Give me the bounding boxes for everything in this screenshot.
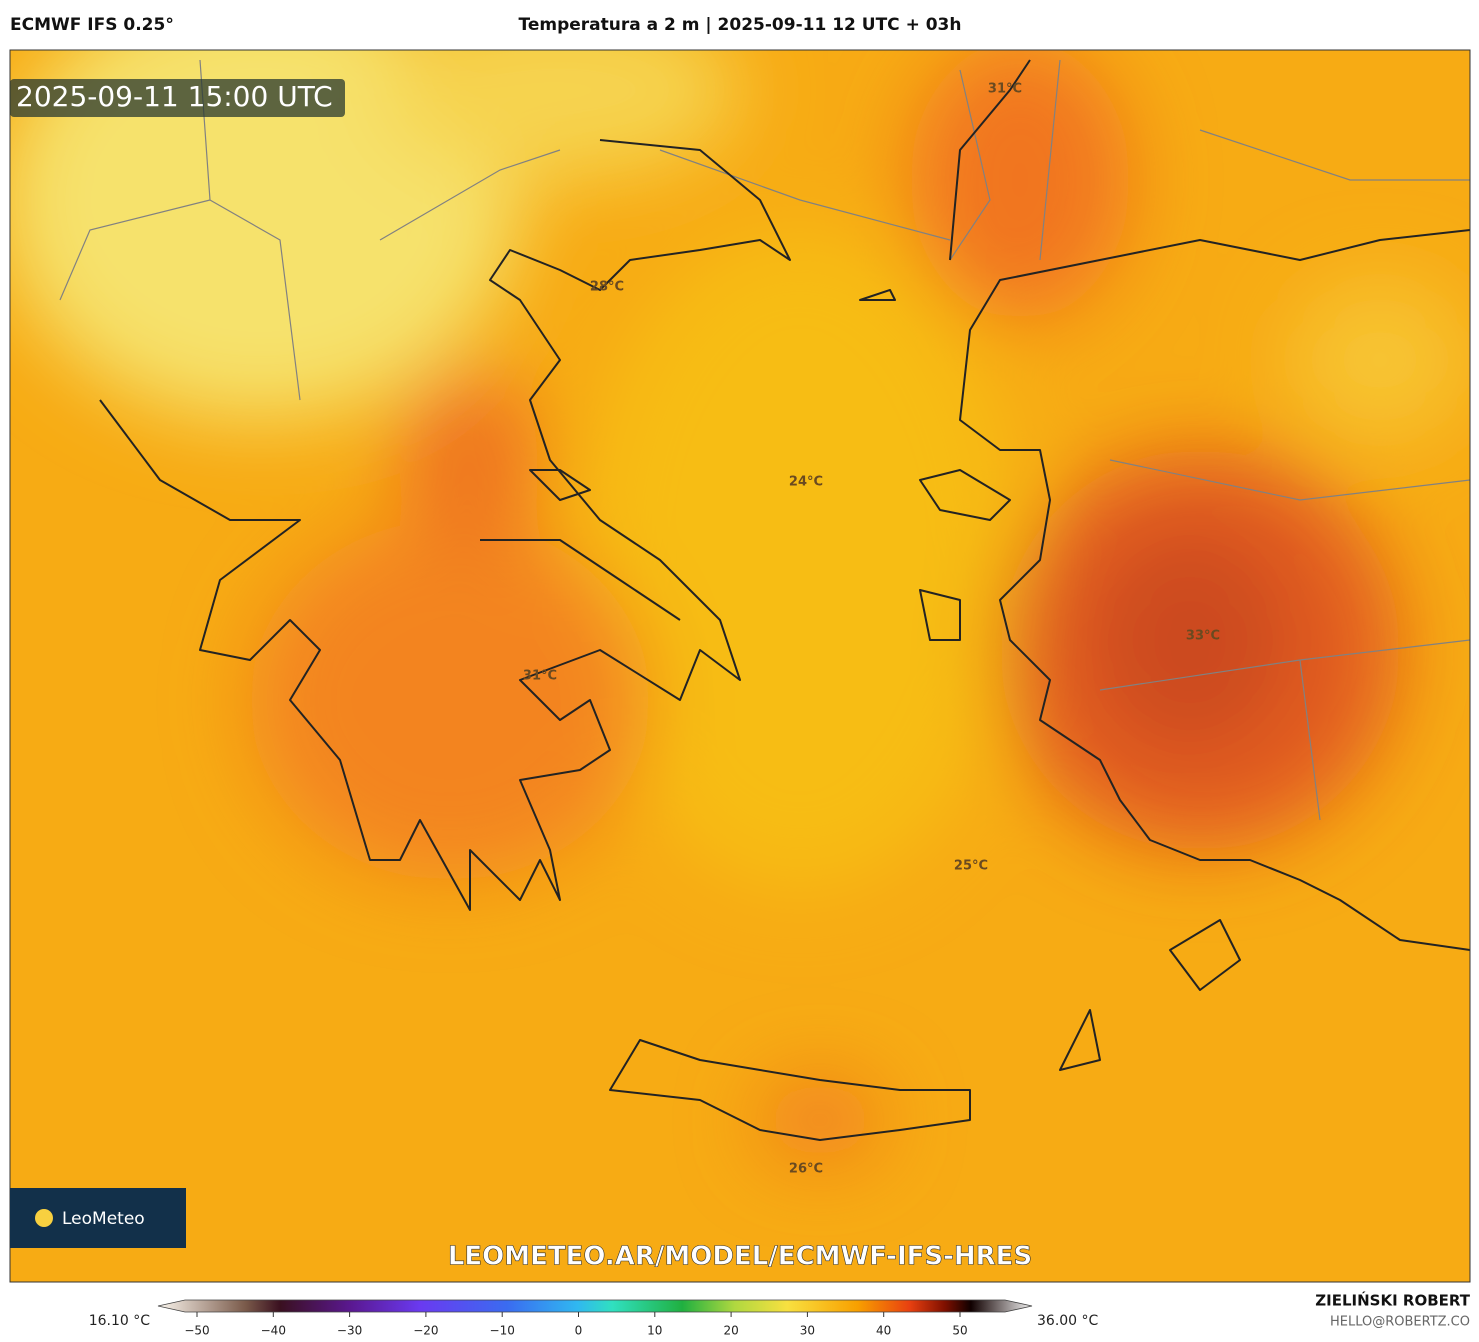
colorbar-tick-label: −20 xyxy=(413,1324,438,1338)
map-title: Temperatura a 2 m | 2025-09-11 12 UTC + … xyxy=(519,15,962,35)
colorbar-max: 36.00 °C xyxy=(1037,1313,1099,1329)
temperature-labels: 31°C 28°C 24°C 31°C 33°C 25°C 26°C xyxy=(523,82,1220,1177)
temperature-label: 26°C xyxy=(789,1162,823,1177)
colorbar-tick-label: 0 xyxy=(575,1324,583,1338)
timestamp: 2025-09-11 15:00 UTC xyxy=(16,80,333,113)
colorbar xyxy=(157,1299,1033,1313)
colorbar-tick-label: 40 xyxy=(876,1324,891,1338)
temperature-label: 24°C xyxy=(789,475,823,490)
colorbar-tick-label: −50 xyxy=(184,1324,209,1338)
map xyxy=(10,50,1470,1282)
email: HELLO@ROBERTZ.CO xyxy=(1330,1315,1470,1330)
logo-text: LeoMeteo xyxy=(62,1209,145,1229)
colorbar-min: 16.10 °C xyxy=(89,1313,151,1329)
colorbar-tick-label: 30 xyxy=(800,1324,815,1338)
colorbar-tick-label: 20 xyxy=(723,1324,738,1338)
temperature-label: 28°C xyxy=(590,280,624,295)
colorbar-tick-label: 10 xyxy=(647,1324,662,1338)
source-url: LEOMETEO.AR/MODEL/ECMWF-IFS-HRES xyxy=(448,1242,1032,1272)
colorbar-tick-label: −40 xyxy=(261,1324,286,1338)
timestamp-box xyxy=(10,79,345,117)
temperature-label: 25°C xyxy=(954,859,988,874)
temperature-label: 31°C xyxy=(523,669,557,684)
temperature-label: 33°C xyxy=(1186,629,1220,644)
model-name: ECMWF IFS 0.25° xyxy=(10,15,174,35)
colorbar-tick-label: 50 xyxy=(952,1324,967,1338)
colorbar-tick-label: −30 xyxy=(337,1324,362,1338)
logo-sun xyxy=(35,1209,53,1227)
author: ZIELIŃSKI ROBERT xyxy=(1315,1291,1470,1310)
colorbar-ticks: −50 −40 −30 −20 −10 0 10 20 30 40 50 xyxy=(184,1312,968,1338)
colorbar-tick-label: −10 xyxy=(490,1324,515,1338)
map-frame xyxy=(9,49,1471,1283)
temperature-label: 31°C xyxy=(988,82,1022,97)
